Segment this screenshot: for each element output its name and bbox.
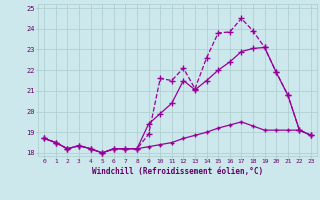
X-axis label: Windchill (Refroidissement éolien,°C): Windchill (Refroidissement éolien,°C)	[92, 167, 263, 176]
